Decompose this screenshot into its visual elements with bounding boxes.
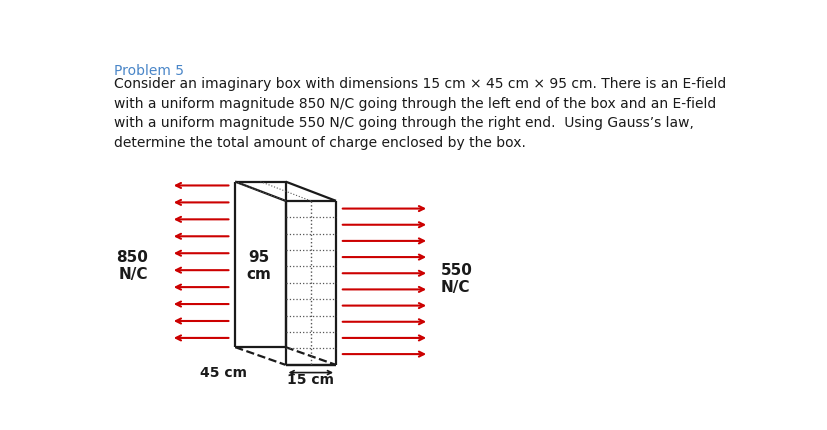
Text: Problem 5: Problem 5 (114, 64, 184, 78)
Text: 550
N/C: 550 N/C (440, 262, 472, 295)
Text: 15 cm: 15 cm (287, 372, 333, 386)
Text: 850
N/C: 850 N/C (117, 249, 148, 281)
Text: Consider an imaginary box with dimensions 15 cm × 45 cm × 95 cm. There is an E-f: Consider an imaginary box with dimension… (114, 77, 726, 149)
Text: 95
cm: 95 cm (246, 249, 270, 281)
Text: 45 cm: 45 cm (200, 365, 246, 379)
